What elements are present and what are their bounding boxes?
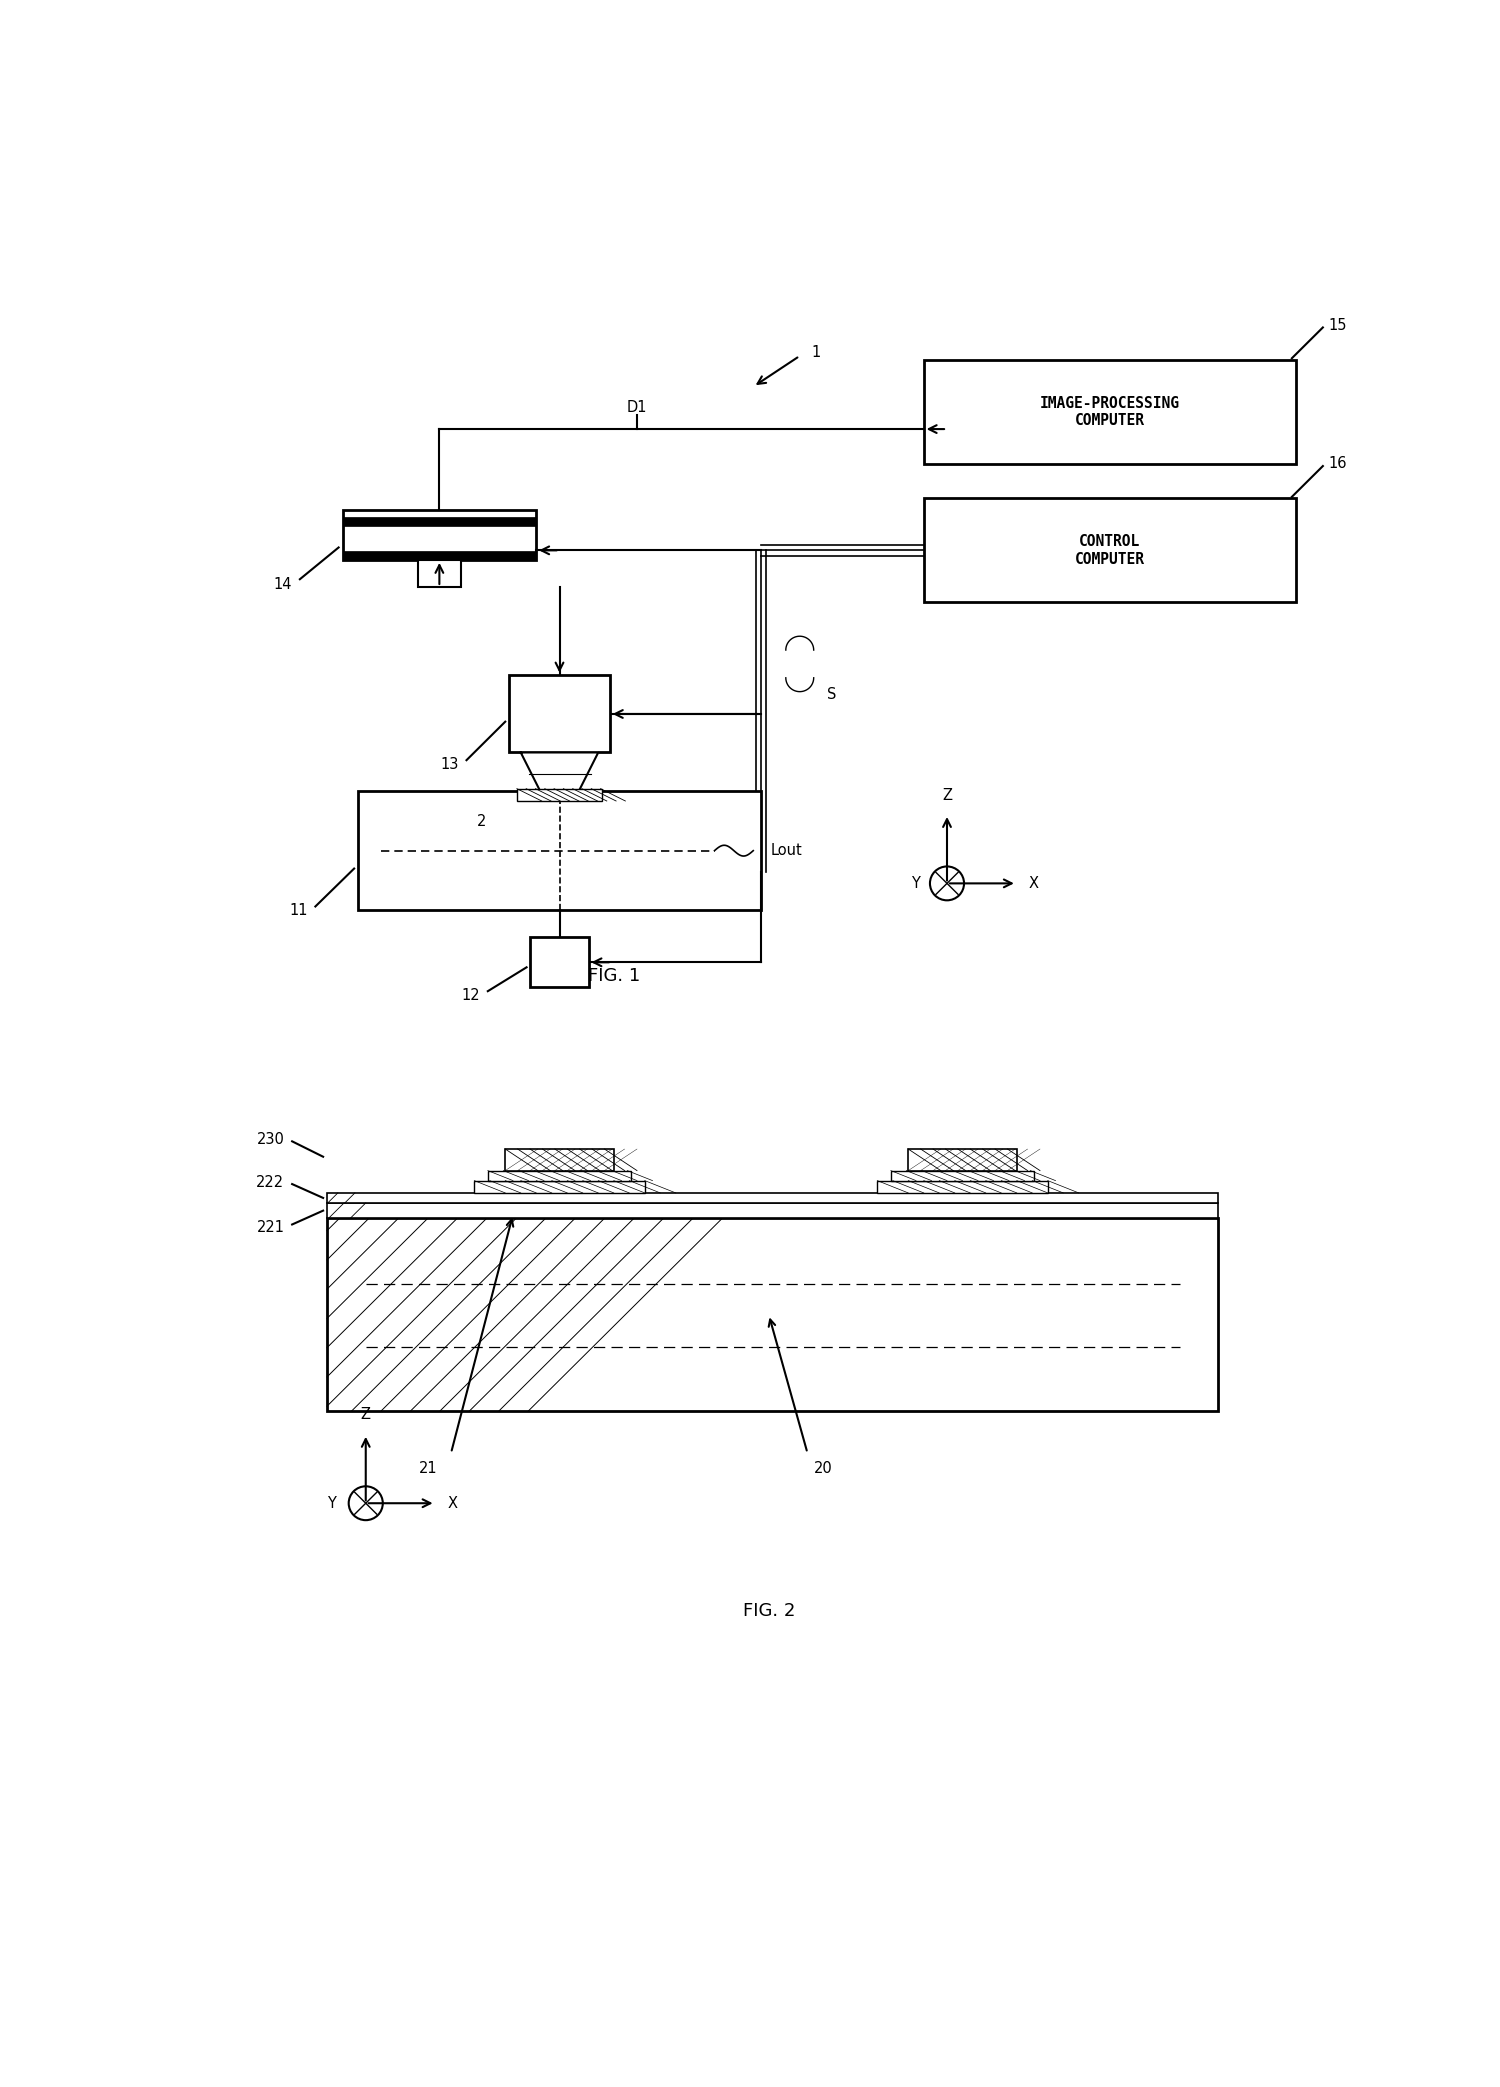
Text: S: S <box>827 687 837 701</box>
Bar <box>891 1171 1034 1181</box>
Text: 1: 1 <box>812 344 820 359</box>
Text: 21: 21 <box>419 1461 436 1476</box>
Bar <box>327 1194 1218 1202</box>
Bar <box>419 559 460 586</box>
Text: CONTROL
COMPUTER: CONTROL COMPUTER <box>1074 534 1144 566</box>
Bar <box>531 937 588 987</box>
Text: 15: 15 <box>1329 317 1347 332</box>
Text: IMAGE-PROCESSING
COMPUTER: IMAGE-PROCESSING COMPUTER <box>1040 397 1179 428</box>
Text: Y: Y <box>910 877 920 891</box>
Bar <box>488 1171 632 1181</box>
Text: 221: 221 <box>256 1221 285 1236</box>
Bar <box>908 1150 1017 1171</box>
Bar <box>342 509 537 559</box>
Bar <box>924 359 1296 463</box>
Text: 16: 16 <box>1329 457 1347 472</box>
Text: 230: 230 <box>256 1133 285 1148</box>
Text: FIG. 1: FIG. 1 <box>588 966 640 985</box>
Text: X: X <box>1029 877 1038 891</box>
Text: 11: 11 <box>290 904 308 918</box>
Bar <box>327 1219 1218 1411</box>
Text: 2: 2 <box>477 814 486 829</box>
Bar <box>327 1202 1218 1219</box>
Text: 13: 13 <box>441 755 459 772</box>
Bar <box>342 518 537 526</box>
Bar <box>342 551 537 559</box>
Text: Z: Z <box>360 1407 370 1423</box>
Bar <box>358 791 760 910</box>
Bar <box>924 499 1296 603</box>
Bar <box>518 789 602 801</box>
Text: 12: 12 <box>462 987 480 1002</box>
Text: D1: D1 <box>627 401 648 415</box>
Bar <box>878 1181 1047 1194</box>
Text: FIG. 2: FIG. 2 <box>742 1603 795 1620</box>
Text: Z: Z <box>942 787 952 803</box>
Bar <box>474 1181 645 1194</box>
Text: Y: Y <box>327 1496 336 1511</box>
Text: X: X <box>447 1496 458 1511</box>
Text: 14: 14 <box>273 578 292 593</box>
Text: 20: 20 <box>813 1461 832 1476</box>
Polygon shape <box>520 753 599 795</box>
Bar <box>506 1150 614 1171</box>
Text: Lout: Lout <box>771 843 802 858</box>
Text: 222: 222 <box>256 1175 285 1190</box>
Bar <box>509 676 610 753</box>
